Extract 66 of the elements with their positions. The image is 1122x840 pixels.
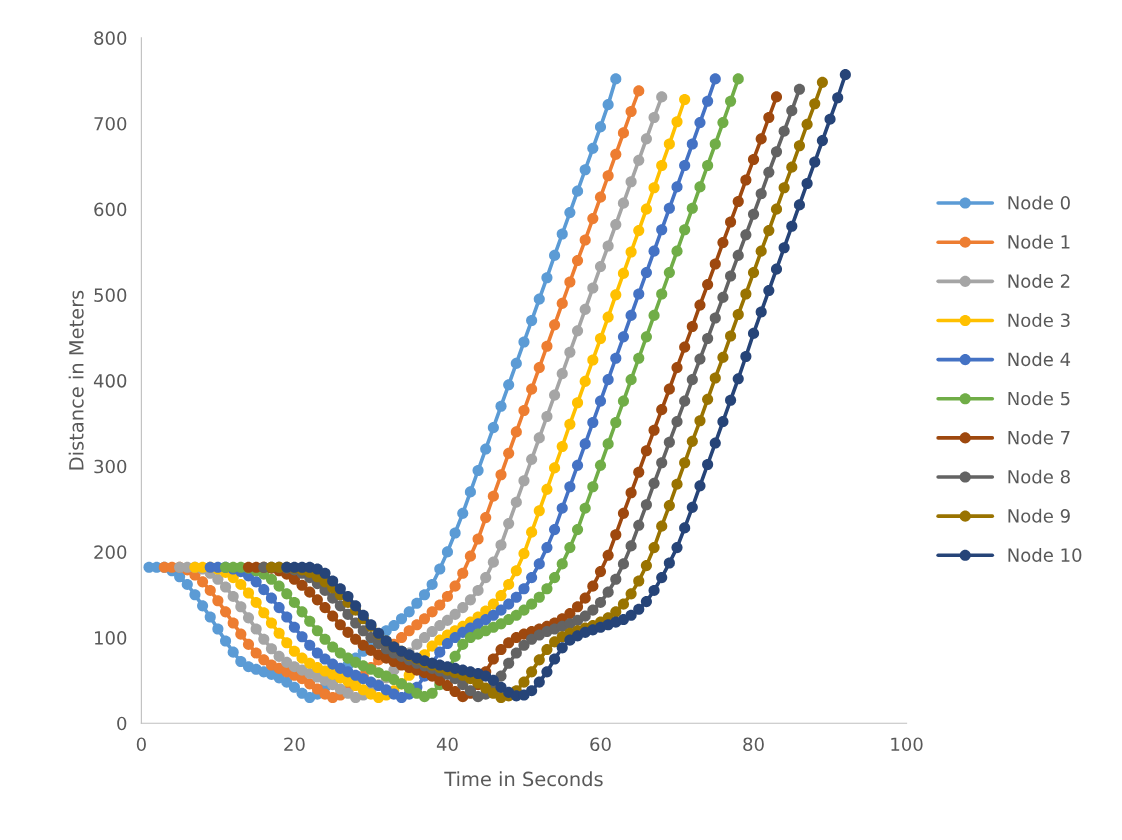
point (503, 379, 515, 391)
point (526, 314, 538, 327)
legend-label: Node 1 (1008, 234, 1070, 249)
y-tick-label: 800 (94, 31, 127, 45)
point (564, 207, 576, 219)
legend-label: Node 4 (1008, 352, 1071, 367)
point (480, 443, 492, 455)
point (602, 99, 614, 111)
point (403, 606, 415, 618)
point (197, 600, 209, 612)
y-tick-label: 700 (94, 116, 127, 131)
y-tick-label: 200 (94, 545, 127, 559)
x-tick-label: 0 (136, 737, 146, 752)
legend-label: Node 10 (1008, 547, 1082, 562)
point (395, 613, 408, 625)
legend-label: Node 9 (1008, 508, 1070, 523)
legend-label: Node 7 (1008, 430, 1070, 445)
point (212, 623, 224, 635)
point (472, 464, 484, 477)
x-axis-title: Time in Seconds (444, 771, 603, 787)
point (434, 563, 446, 575)
point (541, 272, 553, 284)
point (181, 578, 193, 590)
point (411, 597, 423, 609)
y-tick-label: 0 (117, 716, 127, 731)
point (189, 589, 201, 601)
legend-label: Node 8 (1008, 469, 1070, 484)
point (487, 422, 499, 434)
point (495, 400, 507, 412)
point (594, 121, 607, 133)
point (227, 646, 239, 658)
point (518, 336, 530, 348)
x-tick-label: 40 (436, 737, 458, 752)
point (549, 249, 561, 261)
y-tick-label: 300 (94, 459, 127, 474)
point (219, 635, 232, 647)
point (388, 620, 400, 632)
point (571, 185, 584, 197)
y-tick-label: 400 (93, 373, 127, 388)
x-tick-label: 20 (284, 737, 305, 752)
point (464, 486, 476, 498)
point (204, 611, 216, 623)
legend-label: Node 0 (1008, 195, 1070, 210)
x-tick-label: 80 (743, 737, 764, 752)
x-tick-label: 60 (590, 737, 611, 752)
x-tick-label: 100 (891, 737, 923, 752)
point (533, 293, 545, 305)
point (449, 527, 461, 539)
y-tick-label: 600 (94, 202, 127, 217)
point (235, 655, 247, 668)
point (587, 142, 599, 154)
legend-label: Node 5 (1008, 391, 1070, 406)
y-tick-label: 100 (95, 631, 127, 645)
point (418, 589, 431, 601)
point (579, 164, 591, 176)
point (610, 73, 622, 85)
point (288, 681, 300, 693)
legend-label: Node 2 (1008, 273, 1070, 288)
point (510, 357, 522, 369)
point (457, 507, 469, 519)
y-tick-label: 500 (94, 288, 127, 302)
point (556, 228, 568, 240)
point (441, 546, 454, 558)
y-axis-title: Distance in Meters (68, 290, 84, 470)
legend-label: Node 3 (1008, 313, 1070, 328)
point (426, 578, 438, 590)
